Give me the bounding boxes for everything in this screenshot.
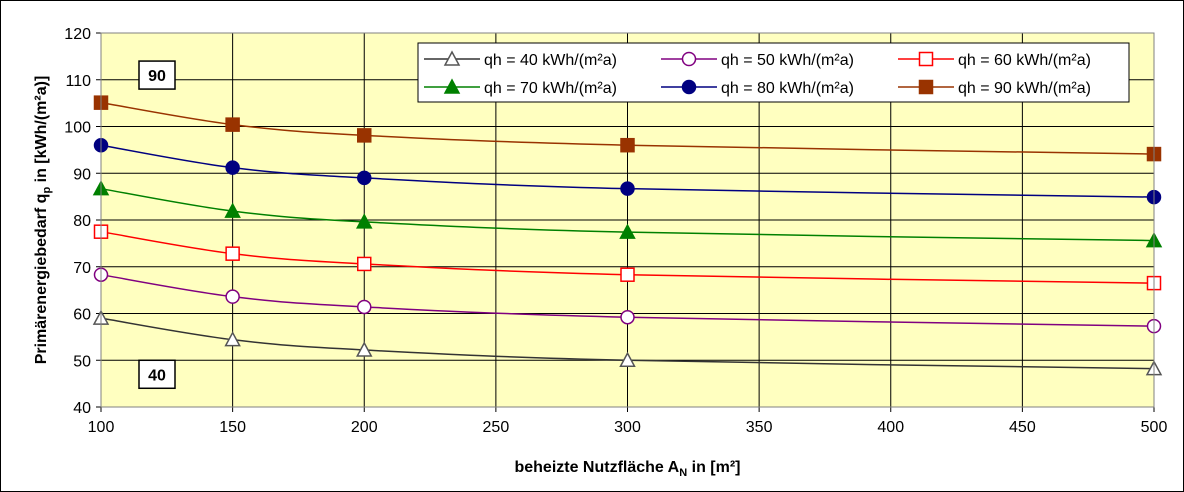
axis-ticks: 100 150 200 250 300 350 400 450 500 40 50 60 70 80 90 1…	[64, 26, 1167, 436]
x-tick-label: 350	[746, 419, 773, 436]
data-point	[619, 223, 636, 239]
x-axis-title: beheizte Nutzfläche AN in [m²]	[514, 459, 740, 479]
data-point	[355, 213, 373, 229]
data-point	[619, 351, 636, 367]
annotation-label: 90	[148, 68, 166, 85]
legend-entry: qh = 80 kWh/(m²a)	[661, 79, 854, 97]
data-point	[225, 117, 240, 132]
legend-label: qh = 80 kWh/(m²a)	[721, 80, 854, 97]
legend-marker	[443, 78, 461, 94]
legend-label: qh = 70 kWh/(m²a)	[484, 80, 617, 97]
x-tick-label: 250	[483, 419, 510, 436]
annotation-label: 40	[148, 367, 166, 384]
series-1	[93, 267, 1162, 334]
x-tick-label: 500	[1141, 419, 1168, 436]
legend-marker	[681, 79, 697, 95]
legend-label: qh = 40 kWh/(m²a)	[484, 52, 617, 69]
y-tick-label: 90	[73, 166, 91, 183]
x-tick-label: 400	[877, 419, 904, 436]
y-tick-label: 100	[64, 120, 91, 137]
legend-box	[417, 42, 1130, 103]
legend-marker	[443, 50, 461, 66]
x-tick-label: 450	[1009, 419, 1036, 436]
series-line	[100, 187, 1155, 242]
y-tick-label: 70	[73, 260, 91, 277]
data-point	[224, 202, 241, 218]
data-point	[620, 181, 635, 196]
series-2	[93, 224, 1162, 291]
legend-label: qh = 60 kWh/(m²a)	[958, 52, 1091, 69]
data-point	[225, 289, 240, 304]
annotation-box	[138, 60, 176, 90]
series-line	[100, 101, 1155, 155]
legend-entry: qh = 60 kWh/(m²a)	[898, 51, 1091, 69]
y-tick-label: 80	[73, 213, 91, 230]
series-line	[100, 317, 1155, 370]
y-axis-title-unit: in [kWh/(m²a)]	[33, 76, 50, 187]
x-tick-label: 150	[219, 419, 246, 436]
x-axis-title-sub: N	[679, 467, 687, 479]
legend-entry: qh = 50 kWh/(m²a)	[661, 51, 854, 69]
legend-marker	[918, 79, 934, 95]
legend: qh = 40 kWh/(m²a) qh = 50 kWh/(m²a) qh = 6…	[417, 42, 1130, 103]
data-point	[355, 341, 373, 357]
legend-marker	[918, 51, 934, 67]
data-point	[225, 160, 240, 175]
y-tick-label: 120	[64, 26, 91, 43]
legend-label: qh = 50 kWh/(m²a)	[721, 52, 854, 69]
data-point	[357, 170, 372, 186]
y-axis-title-main: Primärenergiebedarf q	[33, 194, 50, 365]
series-line	[100, 273, 1155, 327]
annotations: 90 40	[138, 60, 176, 390]
series-line	[100, 230, 1155, 284]
series-line	[100, 144, 1155, 198]
series-4	[93, 137, 1162, 205]
x-tick-label: 200	[351, 419, 378, 436]
legend-entry: qh = 90 kWh/(m²a)	[898, 79, 1091, 97]
legend-entry: qh = 70 kWh/(m²a)	[424, 78, 617, 97]
y-axis-title-sub: p	[41, 187, 53, 194]
y-tick-label: 50	[73, 353, 91, 370]
data-point	[620, 137, 635, 153]
x-axis-title-main: beheizte Nutzfläche A	[514, 459, 679, 476]
data-point	[620, 309, 635, 325]
data-point	[357, 299, 372, 315]
legend-entry: qh = 40 kWh/(m²a)	[424, 50, 617, 69]
x-tick-label: 100	[88, 419, 115, 436]
legend-marker	[681, 51, 697, 67]
y-tick-label: 110	[65, 73, 91, 90]
x-axis-title-unit: in [m²]	[687, 459, 740, 476]
y-tick-label: 60	[73, 307, 91, 324]
data-point	[620, 267, 635, 282]
data-point	[224, 331, 241, 347]
data-point	[357, 256, 372, 272]
y-tick-label: 40	[73, 400, 91, 417]
data-point	[225, 246, 240, 261]
plot-border	[100, 32, 1155, 408]
x-tick-label: 300	[614, 419, 641, 436]
data-point	[357, 128, 372, 143]
legend-label: qh = 90 kWh/(m²a)	[958, 80, 1091, 97]
y-axis-title: Primärenergiebedarf qp in [kWh/(m²a)]	[33, 76, 53, 365]
annotation-box	[138, 359, 176, 390]
